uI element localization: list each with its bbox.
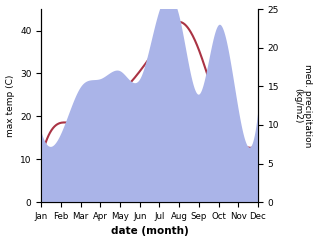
X-axis label: date (month): date (month) <box>111 227 189 236</box>
Y-axis label: med. precipitation
(kg/m2): med. precipitation (kg/m2) <box>293 64 313 147</box>
Y-axis label: max temp (C): max temp (C) <box>5 75 15 137</box>
